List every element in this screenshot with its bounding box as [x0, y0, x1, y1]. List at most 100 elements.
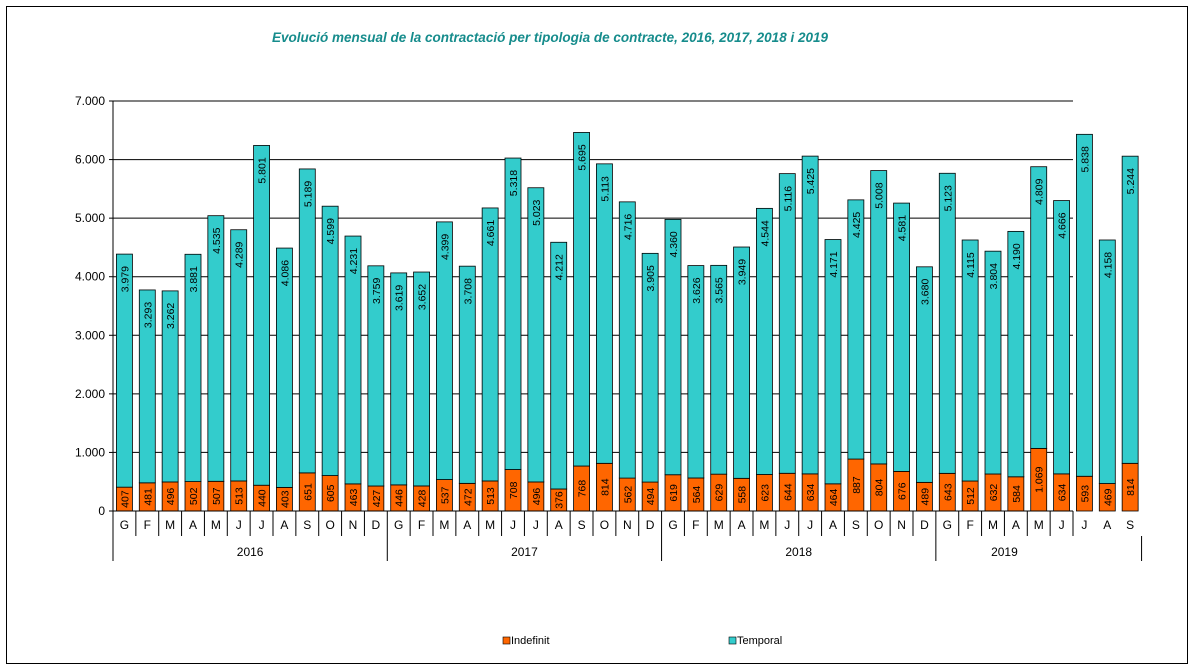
bar-temporal [1053, 200, 1070, 475]
x-tick-label: M [165, 518, 175, 532]
x-tick-label: S [578, 518, 586, 532]
data-label-indefinit: 446 [394, 489, 406, 507]
data-label-indefinit: 507 [211, 487, 223, 505]
data-label-indefinit: 558 [737, 486, 749, 504]
x-tick-label: N [623, 518, 632, 532]
data-label-temporal: 3.619 [394, 285, 406, 311]
x-tick-label: O [600, 518, 609, 532]
data-label-temporal: 3.293 [142, 302, 154, 328]
bar-temporal [138, 289, 156, 484]
data-label-temporal: 4.212 [554, 254, 566, 280]
bar-temporal [847, 199, 865, 460]
x-tick-label: M [485, 518, 495, 532]
data-label-indefinit: 634 [805, 484, 817, 502]
bar-temporal [733, 246, 750, 479]
bar-temporal [276, 247, 293, 488]
bar-temporal [893, 202, 910, 472]
data-label-temporal: 4.115 [965, 252, 977, 278]
bar-temporal [1007, 230, 1025, 478]
bar-temporal [1030, 166, 1048, 449]
data-label-temporal: 4.399 [439, 234, 451, 260]
data-label-temporal: 3.565 [714, 277, 726, 303]
data-label-indefinit: 496 [165, 488, 177, 506]
data-label-indefinit: 1.069 [1034, 466, 1046, 492]
bar-temporal [984, 250, 1002, 475]
bar-temporal [573, 132, 590, 467]
data-label-indefinit: 513 [234, 487, 246, 505]
data-label-temporal: 5.695 [577, 144, 589, 170]
bar-temporal [321, 205, 339, 476]
data-label-indefinit: 605 [325, 484, 337, 502]
data-label-indefinit: 564 [691, 486, 703, 504]
y-tick-label: 2.000 [75, 387, 105, 401]
x-tick-label: J [236, 518, 242, 532]
x-tick-label: M [439, 518, 449, 532]
data-label-temporal: 4.289 [234, 241, 246, 267]
bar-temporal [1121, 155, 1139, 464]
year-label: 2017 [511, 545, 538, 559]
data-label-indefinit: 513 [485, 487, 497, 505]
data-label-temporal: 4.661 [485, 220, 497, 246]
data-label-temporal: 4.599 [325, 218, 337, 244]
data-label-indefinit: 440 [257, 489, 269, 507]
data-label-indefinit: 463 [348, 489, 360, 507]
data-label-temporal: 4.158 [1102, 252, 1114, 278]
x-tick-label: A [555, 518, 563, 532]
bar-temporal [390, 272, 408, 486]
x-tick-label: A [738, 518, 746, 532]
bar-temporal [504, 157, 522, 470]
x-tick-label: S [852, 518, 860, 532]
data-label-temporal: 3.804 [988, 263, 1000, 289]
bar-temporal [687, 265, 705, 479]
legend-label-indefinit: Indefinit [511, 635, 550, 647]
data-label-indefinit: 804 [874, 479, 886, 497]
x-tick-label: J [807, 518, 813, 532]
x-tick-label: A [1103, 518, 1111, 532]
data-label-indefinit: 584 [1011, 485, 1023, 503]
bar-temporal [778, 173, 796, 474]
data-label-indefinit: 537 [439, 486, 451, 504]
x-tick-label: J [259, 518, 265, 532]
bar-temporal [344, 235, 362, 485]
bar-temporal [756, 207, 773, 475]
x-tick-label: J [1059, 518, 1065, 532]
data-label-indefinit: 496 [531, 488, 543, 506]
x-tick-label: J [784, 518, 790, 532]
x-tick-label: G [120, 518, 129, 532]
x-tick-label: O [325, 518, 334, 532]
data-label-indefinit: 562 [622, 486, 634, 504]
bar-temporal [116, 253, 133, 488]
x-tick-label: F [966, 518, 973, 532]
chart-title: Evolució mensual de la contractació per … [272, 30, 828, 45]
x-tick-label: M [1034, 518, 1044, 532]
data-label-indefinit: 887 [851, 476, 863, 494]
data-label-indefinit: 651 [302, 483, 314, 501]
data-label-temporal: 3.708 [462, 278, 474, 304]
data-label-indefinit: 489 [919, 488, 931, 506]
x-tick-label: N [349, 518, 358, 532]
legend-swatch-indefinit [502, 636, 511, 645]
data-label-indefinit: 619 [668, 484, 680, 502]
data-label-indefinit: 403 [279, 490, 291, 508]
data-label-indefinit: 814 [599, 478, 611, 496]
data-label-indefinit: 708 [508, 481, 520, 499]
bar-temporal [824, 239, 842, 485]
data-label-temporal: 5.244 [1125, 168, 1137, 194]
bar-temporal [710, 264, 728, 475]
data-label-indefinit: 644 [782, 483, 794, 501]
data-label-temporal: 5.116 [782, 186, 794, 212]
data-label-indefinit: 427 [371, 490, 383, 508]
bar-temporal [527, 187, 545, 483]
data-label-indefinit: 629 [714, 484, 726, 502]
data-label-temporal: 5.425 [805, 168, 817, 194]
data-label-temporal: 3.652 [417, 284, 429, 310]
bar-temporal [161, 290, 179, 483]
x-tick-label: D [920, 518, 929, 532]
data-label-indefinit: 512 [965, 487, 977, 505]
bar-temporal [1076, 133, 1093, 477]
data-label-temporal: 4.425 [851, 212, 863, 238]
data-label-temporal: 4.231 [348, 248, 360, 274]
data-label-temporal: 5.113 [599, 176, 611, 202]
data-label-indefinit: 676 [897, 482, 909, 500]
